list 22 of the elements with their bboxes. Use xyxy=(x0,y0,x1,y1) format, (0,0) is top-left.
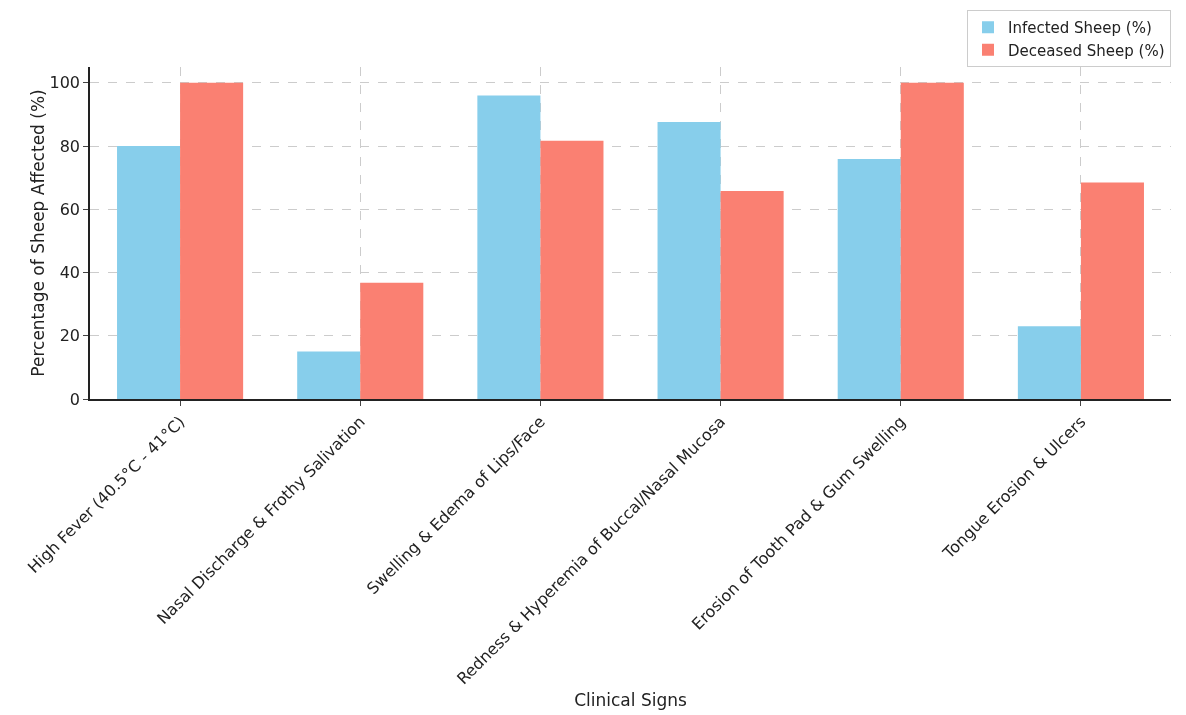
bar xyxy=(477,95,541,399)
bar xyxy=(540,140,604,399)
bar xyxy=(1017,326,1081,399)
y-tick-label: 60 xyxy=(59,199,81,219)
bar xyxy=(657,122,721,399)
legend-label: Infected Sheep (%) xyxy=(1008,19,1152,38)
bar xyxy=(900,82,964,399)
x-axis-title: Clinical Signs xyxy=(574,690,687,711)
bar xyxy=(360,282,424,399)
bar xyxy=(720,190,784,399)
bar xyxy=(180,82,244,399)
bar xyxy=(297,351,361,399)
y-tick-label: 20 xyxy=(59,326,81,346)
y-tick-label: 100 xyxy=(49,73,81,93)
bar xyxy=(837,159,901,399)
y-tick-label: 80 xyxy=(59,136,81,156)
y-tick-label: 40 xyxy=(59,263,81,283)
bar xyxy=(1080,182,1144,399)
y-axis-title: Percentage of Sheep Affected (%) xyxy=(27,89,48,377)
bar xyxy=(117,146,181,399)
legend-label: Deceased Sheep (%) xyxy=(1008,41,1165,60)
y-tick-label: 0 xyxy=(69,389,81,409)
